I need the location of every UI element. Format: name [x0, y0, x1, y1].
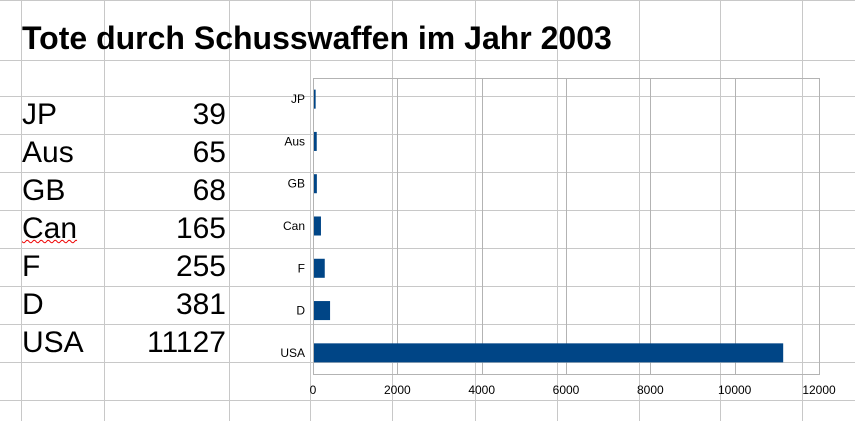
- x-tick-label: 12000: [802, 383, 836, 397]
- table-cell-country[interactable]: Aus: [22, 136, 74, 169]
- category-label: D: [296, 304, 305, 318]
- bar-can: [314, 216, 321, 236]
- category-label: Aus: [284, 134, 305, 148]
- table-cell-country[interactable]: D: [22, 288, 44, 321]
- table-cell-value[interactable]: 65: [192, 136, 226, 169]
- table-row[interactable]: GB 68: [22, 172, 230, 210]
- category-label: JP: [291, 92, 305, 106]
- bar-f: [314, 258, 325, 278]
- table-cell-country[interactable]: JP: [22, 98, 58, 131]
- page-title: Tote durch Schusswaffen im Jahr 2003: [22, 20, 612, 56]
- bar-chart[interactable]: JP Aus GB Can F D USA 0 2000 4000 6000 8000 10000 120…: [255, 70, 845, 400]
- table-cell-value[interactable]: 39: [192, 98, 226, 131]
- x-tick-label: 4000: [468, 383, 495, 397]
- bar-gb: [314, 174, 317, 194]
- table-cell-country[interactable]: Can: [22, 212, 78, 245]
- table-cell-value[interactable]: 11127: [147, 326, 226, 359]
- category-label: F: [298, 261, 305, 275]
- table-cell-value[interactable]: 68: [192, 174, 226, 207]
- table-cell-value[interactable]: 255: [175, 250, 226, 283]
- table-cell-value[interactable]: 165: [175, 212, 226, 245]
- table-row[interactable]: D 381: [22, 286, 230, 324]
- x-tick-label: 10000: [718, 383, 752, 397]
- table-row[interactable]: Can 165: [22, 210, 230, 248]
- x-tick-label: 8000: [637, 383, 664, 397]
- plot-area: [313, 78, 820, 375]
- table-row[interactable]: F 255: [22, 248, 230, 286]
- bar-aus: [314, 131, 317, 151]
- bar-usa: [314, 343, 784, 363]
- table-row[interactable]: USA 11127: [22, 324, 230, 362]
- table-row[interactable]: Aus 65: [22, 134, 230, 172]
- bar-d: [314, 301, 331, 321]
- category-label: USA: [280, 346, 305, 360]
- x-tick-label: 0: [310, 383, 317, 397]
- category-label: GB: [288, 177, 305, 191]
- table-cell-country[interactable]: USA: [22, 326, 84, 359]
- table-cell-country[interactable]: GB: [22, 174, 66, 207]
- category-label: Can: [283, 219, 305, 233]
- table-cell-value[interactable]: 381: [175, 288, 226, 321]
- table-row[interactable]: JP 39: [22, 96, 230, 134]
- x-tick-label: 6000: [553, 383, 580, 397]
- table-cell-country[interactable]: F: [22, 250, 41, 283]
- bar-jp: [314, 89, 316, 109]
- x-tick-label: 2000: [384, 383, 411, 397]
